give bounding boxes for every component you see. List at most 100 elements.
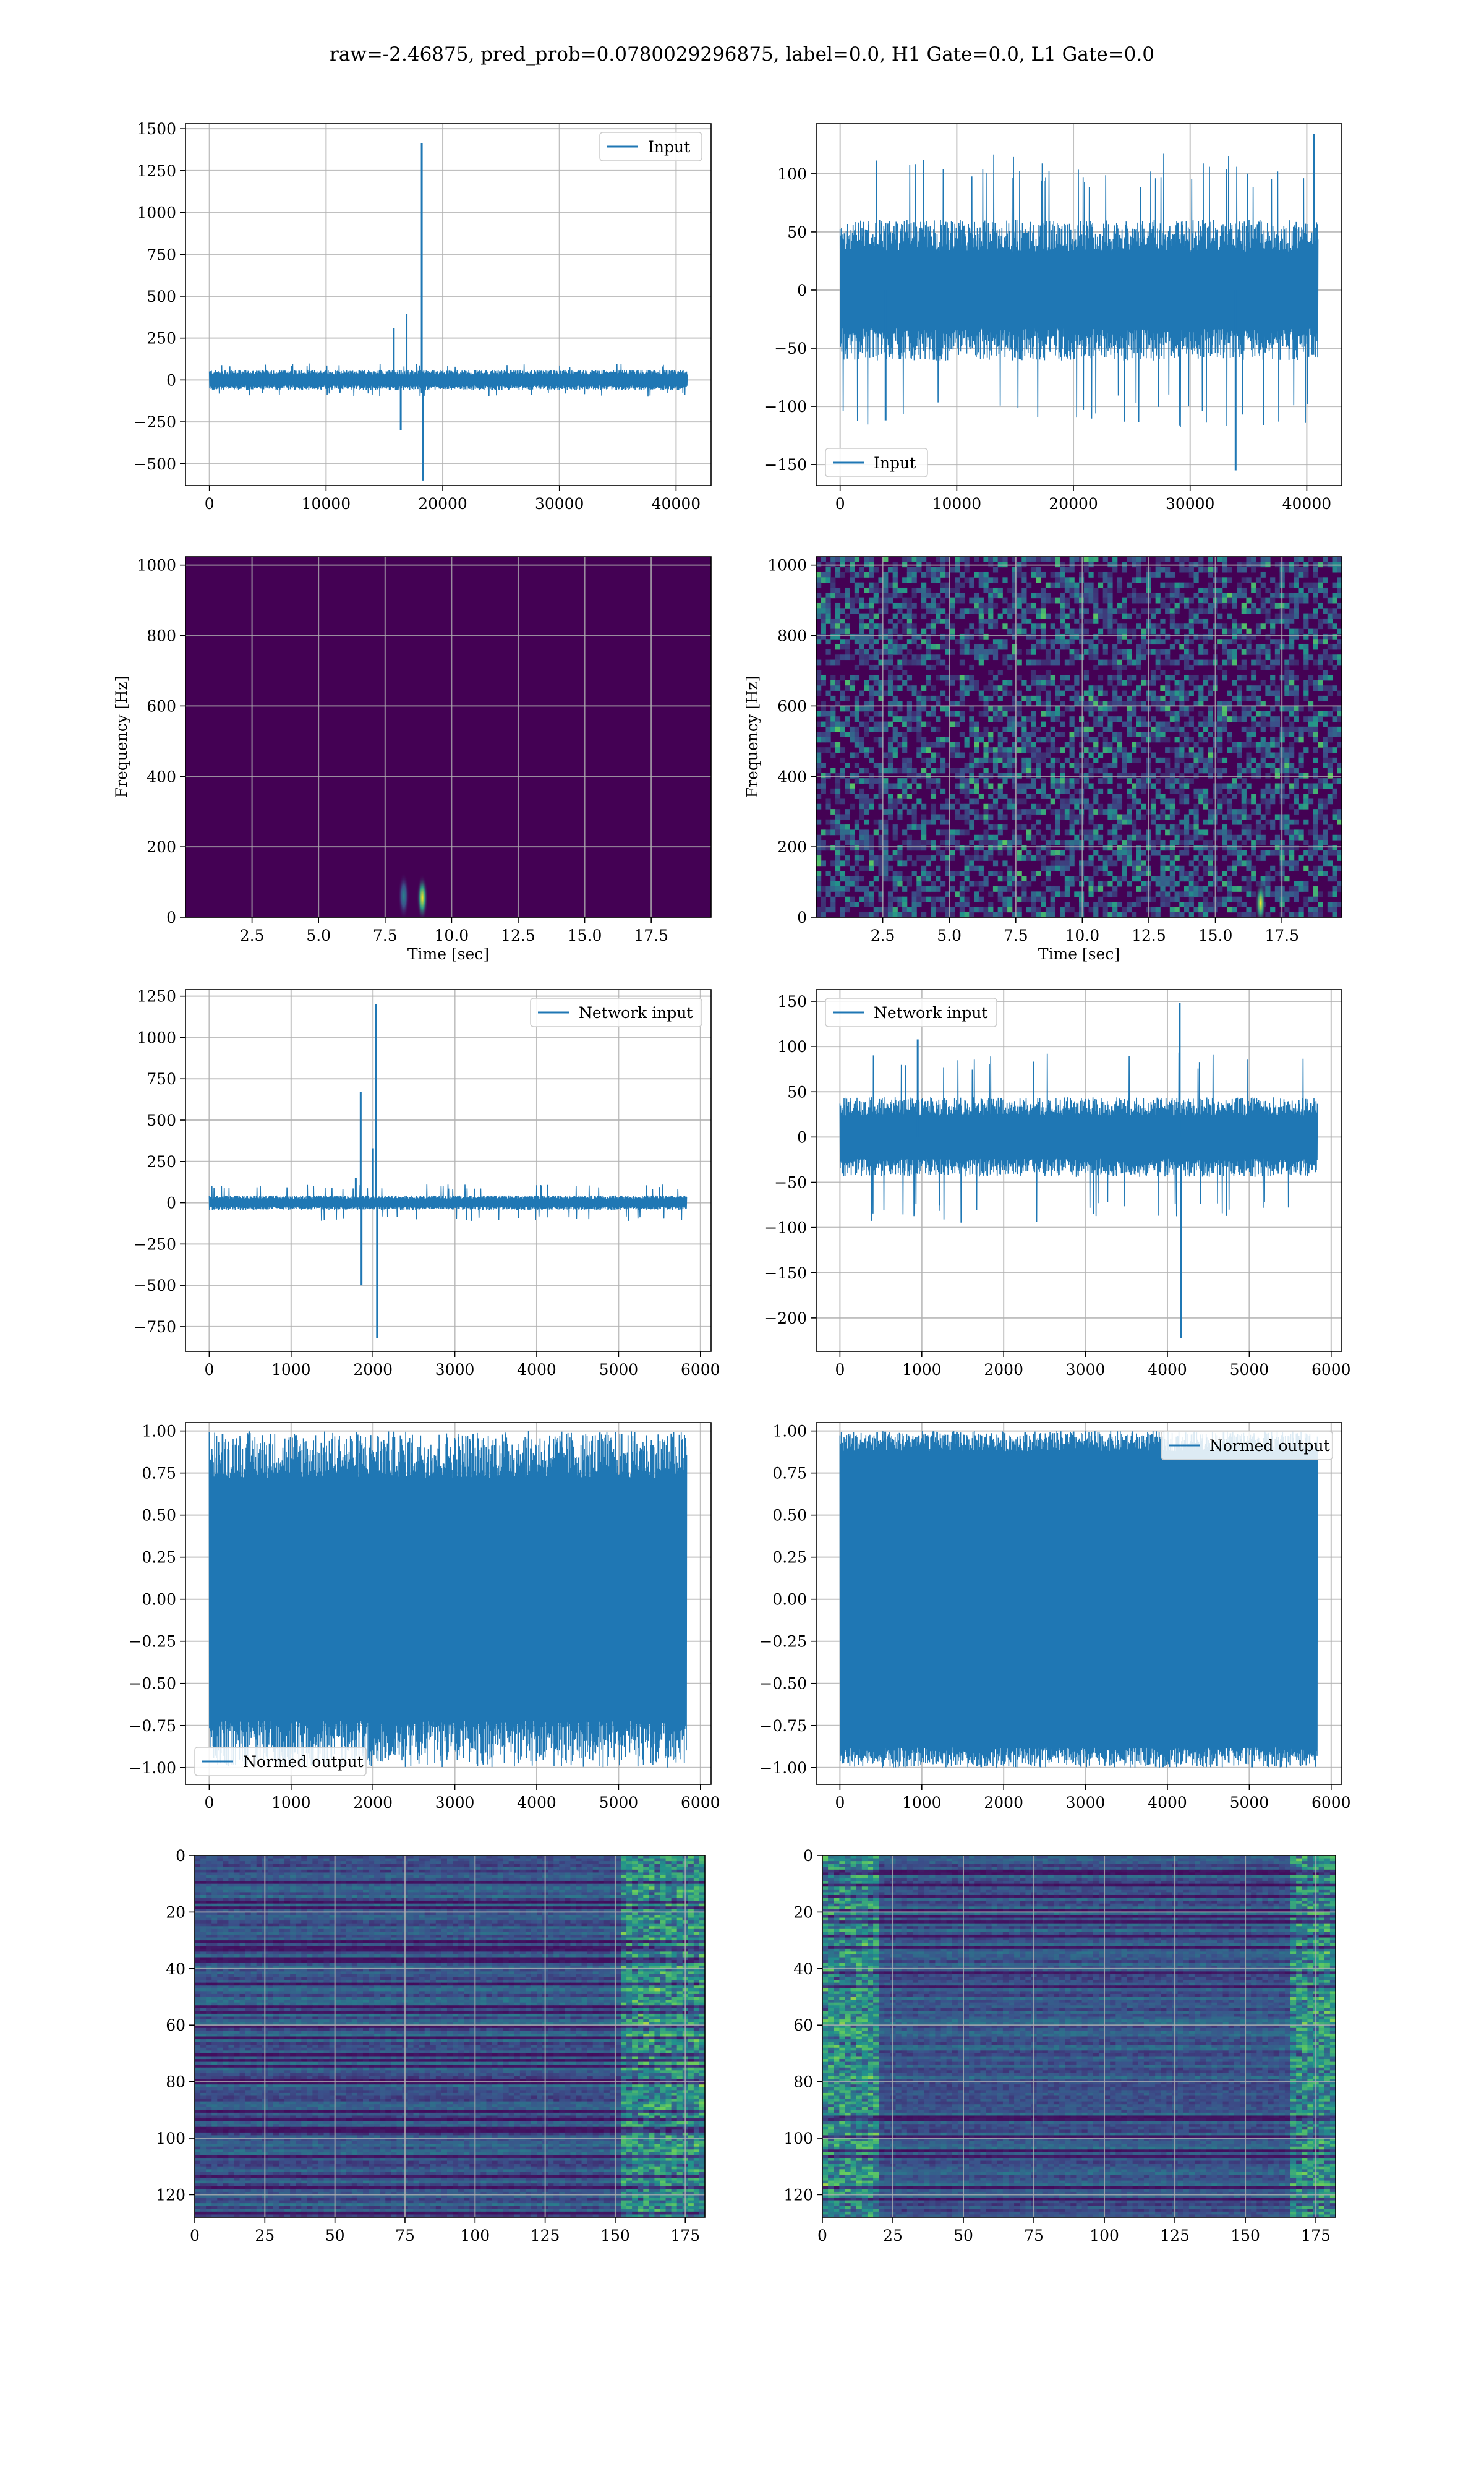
- x-tick-label: 100: [1090, 2227, 1119, 2245]
- y-tick-label: 40: [166, 1960, 186, 1978]
- y-tick-label: 0: [166, 909, 176, 927]
- grid-lines: [186, 990, 711, 1351]
- y-tick-label: 20: [166, 1903, 186, 1921]
- x-tick-label: 5.0: [937, 927, 962, 944]
- l1-network-input: 0 1000 2000 3000 4000 5000 6000−200−150−100−50…: [764, 989, 1351, 1379]
- x-axis-label: Time [sec]: [407, 945, 489, 963]
- series-trace: [208, 1431, 688, 1768]
- y-tick-label: −0.25: [759, 1633, 807, 1651]
- y-tick-label: 80: [166, 2073, 186, 2091]
- legend: Input: [599, 132, 702, 161]
- x-axis-label: Time [sec]: [1038, 945, 1120, 963]
- legend-box: [599, 132, 702, 161]
- x-tick-label: 10000: [932, 495, 982, 513]
- heatmap-cells: [186, 557, 711, 917]
- series-line: [839, 1431, 1318, 1768]
- y-tick-label: 120: [156, 2186, 186, 2204]
- axes-frame: [816, 556, 1342, 918]
- x-tick-label: 125: [1160, 2227, 1190, 2245]
- x-tick-label: 150: [1230, 2227, 1260, 2245]
- x-tick-label: 2.5: [240, 927, 265, 944]
- l1-normed-output: 0 1000 2000 3000 4000 5000 6000 −1.00 −0.75 −0.50…: [759, 1422, 1351, 1812]
- grid-lines: [186, 124, 711, 486]
- x-tick-label: 5.0: [306, 927, 331, 944]
- l1-spectrogram: 2.5 5.0 7.5 10.0 12.5 15.0 17.5 0 200 400 600 800 10…: [743, 556, 1342, 963]
- x-tick-label: 4000: [517, 1361, 556, 1379]
- x-tick-label: 6000: [681, 1794, 720, 1812]
- x-tick-label: 150: [600, 2227, 630, 2245]
- x-tick-label: 4000: [517, 1794, 556, 1812]
- x-tick-label: 15.0: [1198, 927, 1233, 944]
- h1-network-input: 0 1000 2000 3000 4000 5000 6000 −750 −500 −250 0 25…: [134, 988, 720, 1379]
- legend-label: Normed output: [243, 1753, 364, 1771]
- axes-frame: [194, 1855, 706, 2218]
- x-tick-label: 40000: [652, 495, 701, 513]
- legend-box: [825, 448, 928, 477]
- y-tick-label: 0: [176, 1847, 186, 1865]
- x-tick-label: 2000: [353, 1361, 393, 1379]
- x-tick-label: 2.5: [871, 927, 895, 944]
- y-tick-label: 120: [783, 2186, 813, 2204]
- legend: Normed output: [194, 1747, 367, 1776]
- series-line: [208, 1004, 688, 1338]
- x-tick-label: 7.5: [1004, 927, 1028, 944]
- legend: Network input: [825, 998, 997, 1027]
- legend-label: Input: [648, 138, 690, 156]
- legend: Input: [825, 448, 928, 477]
- x-tick-label: 5000: [1230, 1794, 1269, 1812]
- h1-spectrogram: 2.5 5.0 7.5 10.0 12.5 15.0 17.5 0 200 400 600 800 10…: [113, 556, 712, 963]
- x-tick-label: 30000: [535, 495, 584, 513]
- y-axis-label: Frequency [Hz]: [743, 676, 761, 798]
- y-tick-label: 100: [777, 1038, 807, 1056]
- legend: Network input: [530, 998, 702, 1027]
- y-tick-label: −0.75: [129, 1717, 176, 1735]
- x-tick-label: 3000: [435, 1794, 475, 1812]
- series-trace: [208, 363, 688, 397]
- x-tick-label: 12.5: [1132, 927, 1166, 944]
- axes-frame: [185, 123, 712, 486]
- y-tick-label: 200: [777, 838, 807, 856]
- x-tick-label: 6000: [1311, 1794, 1351, 1812]
- axes-frame: [185, 1422, 712, 1785]
- x-tick-label: 10000: [302, 495, 351, 513]
- y-tick-label: −500: [134, 1277, 176, 1295]
- legend: Normed output: [1161, 1431, 1333, 1460]
- series-line: [208, 143, 688, 481]
- x-tick-label: 0: [835, 1794, 845, 1812]
- x-tick-label: 17.5: [634, 927, 668, 944]
- x-tick-label: 50: [325, 2227, 345, 2245]
- heatmap-cells: [195, 1856, 705, 2217]
- series-trace: [839, 153, 1319, 427]
- y-tick-label: −50: [774, 340, 807, 357]
- y-tick-label: 250: [147, 330, 176, 348]
- series-trace: [839, 1052, 1318, 1223]
- l1-input: 0 10000 20000 30000 40000 −150 −100 −50 0 50 100 In…: [764, 123, 1342, 513]
- y-tick-label: 50: [787, 1083, 807, 1101]
- y-axis-label: Frequency [Hz]: [113, 676, 130, 798]
- y-tick-label: 100: [783, 2129, 813, 2147]
- y-tick-label: 60: [793, 2016, 813, 2034]
- y-tick-label: 0.00: [772, 1591, 807, 1609]
- legend-box: [194, 1747, 367, 1776]
- y-tick-label: 0: [166, 371, 176, 389]
- series-line: [208, 1431, 688, 1768]
- x-tick-label: 0: [190, 2227, 200, 2245]
- y-tick-label: 0: [803, 1847, 813, 1865]
- x-tick-label: 7.5: [373, 927, 398, 944]
- y-tick-label: 500: [147, 1111, 176, 1129]
- x-tick-label: 6000: [1311, 1361, 1351, 1379]
- legend-box: [825, 998, 997, 1027]
- y-tick-label: 1.00: [772, 1423, 807, 1440]
- x-tick-label: 4000: [1148, 1361, 1187, 1379]
- y-tick-label: 50: [787, 223, 807, 241]
- y-tick-label: 0: [166, 1194, 176, 1212]
- y-tick-label: 750: [147, 1070, 176, 1088]
- y-tick-label: 200: [147, 838, 176, 856]
- y-tick-label: 0.25: [772, 1549, 807, 1567]
- y-tick-label: 250: [147, 1153, 176, 1171]
- legend-label: Network input: [579, 1004, 693, 1022]
- axes-frame: [816, 123, 1342, 486]
- x-tick-label: 1000: [902, 1361, 942, 1379]
- h1-feature-map: 0 25 50 75 100 125 150 175 0 20 40 60 80 100 120: [156, 1847, 706, 2245]
- x-tick-label: 175: [670, 2227, 700, 2245]
